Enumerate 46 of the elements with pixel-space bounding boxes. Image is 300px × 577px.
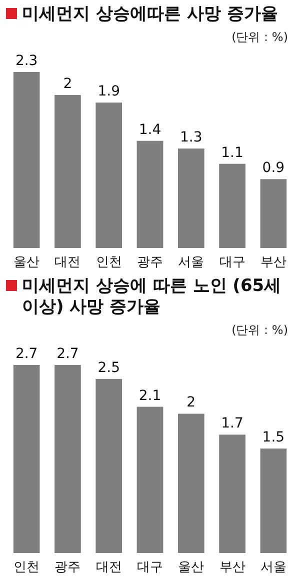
data-label: 2 [186, 394, 196, 411]
chart-title: 미세먼지 상승에따른 사망 증가율 [22, 4, 278, 24]
data-label: 1.4 [138, 122, 162, 138]
x-tick-label: 울산 [14, 255, 40, 270]
x-tick-label: 대구 [137, 560, 163, 575]
bar [219, 434, 246, 553]
chart-title: 미세먼지 상승에 따른 노인 (65세 이상) 사망 증가율 [22, 276, 282, 317]
bar [260, 448, 287, 553]
text: (단위 : %) [230, 29, 289, 46]
data-label: 2.3 [15, 53, 38, 69]
bar [13, 365, 40, 553]
x-tick-label: 서울 [260, 560, 286, 575]
x-tick-label: 대전 [96, 560, 122, 575]
x-tick-label: 울산 [178, 560, 204, 575]
bar [178, 414, 204, 553]
data-label: 0.9 [262, 160, 285, 176]
data-label: 1.1 [221, 144, 244, 161]
x-tick-label: 인천 [96, 255, 122, 270]
data-label: 2 [63, 76, 72, 92]
text: (단위 : %) [230, 322, 289, 339]
bar [54, 94, 81, 248]
x-tick-label: 서울 [178, 255, 204, 270]
data-label: 2.7 [56, 346, 79, 362]
bar [54, 365, 81, 553]
x-tick-label: 부산 [260, 255, 286, 270]
x-tick-label: 인천 [14, 560, 40, 575]
x-tick-label: 대구 [219, 255, 246, 270]
data-label: 2.5 [98, 360, 120, 376]
x-tick-label: 부산 [219, 560, 246, 575]
data-label: 1.3 [180, 130, 202, 146]
bar [136, 406, 164, 553]
bar [178, 148, 204, 248]
bar [96, 378, 122, 553]
data-label: 1.9 [98, 84, 120, 100]
data-label: 2.7 [15, 346, 38, 362]
bar [13, 72, 40, 248]
x-tick-label: 광주 [137, 255, 163, 270]
x-tick-label: 광주 [54, 560, 81, 575]
data-label: 1.7 [221, 416, 244, 432]
data-label: 2.1 [138, 388, 162, 404]
bar [136, 140, 164, 248]
data-label: 1.5 [262, 430, 285, 446]
bar [260, 179, 287, 248]
bar [96, 102, 122, 248]
bar [219, 164, 246, 248]
x-tick-label: 대전 [54, 255, 81, 270]
